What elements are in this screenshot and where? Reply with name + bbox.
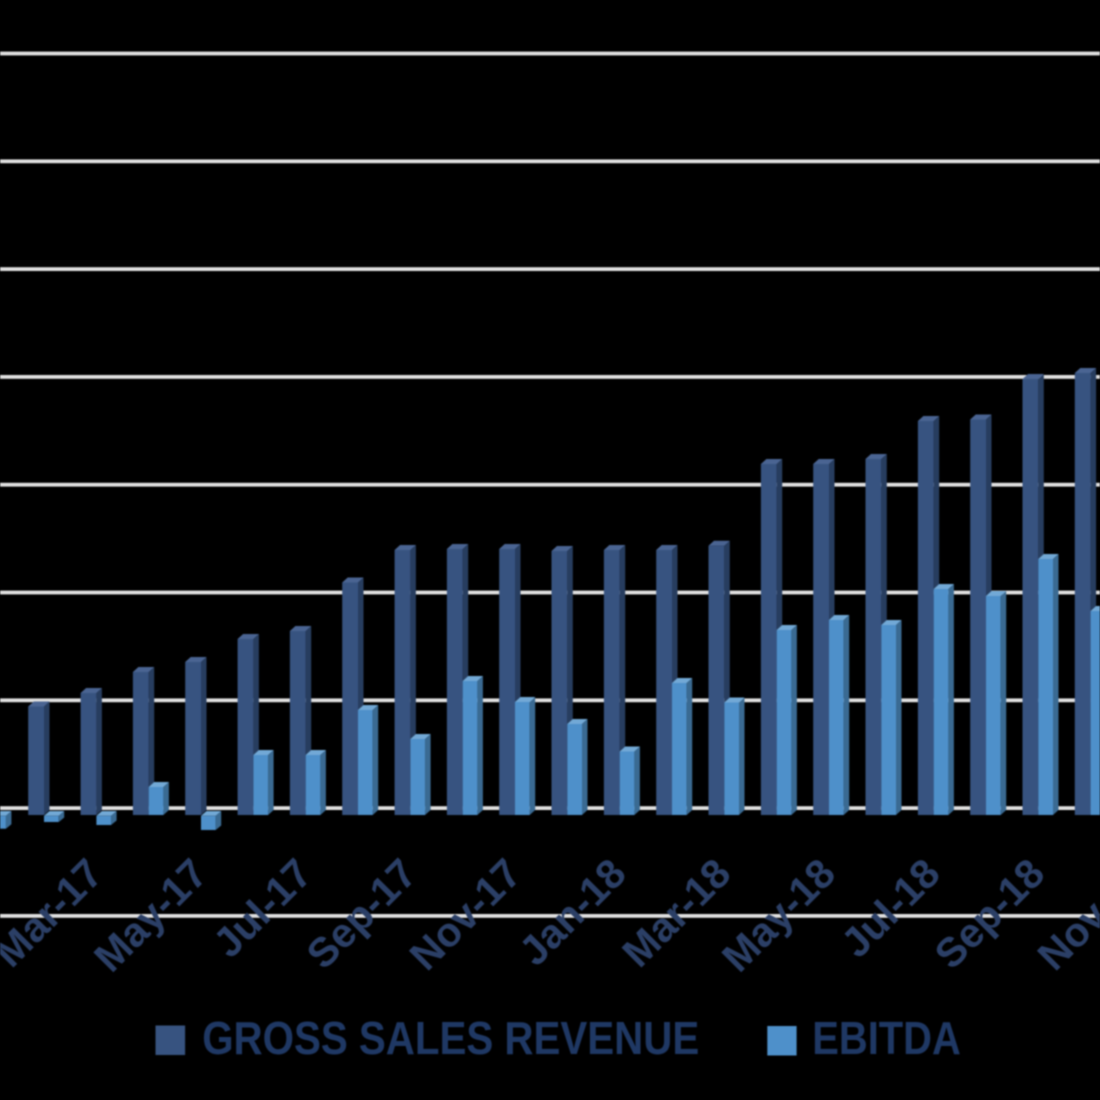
svg-text:EBITDA: EBITDA [812, 1012, 961, 1064]
svg-text:GROSS SALES REVENUE: GROSS SALES REVENUE [202, 1012, 699, 1064]
